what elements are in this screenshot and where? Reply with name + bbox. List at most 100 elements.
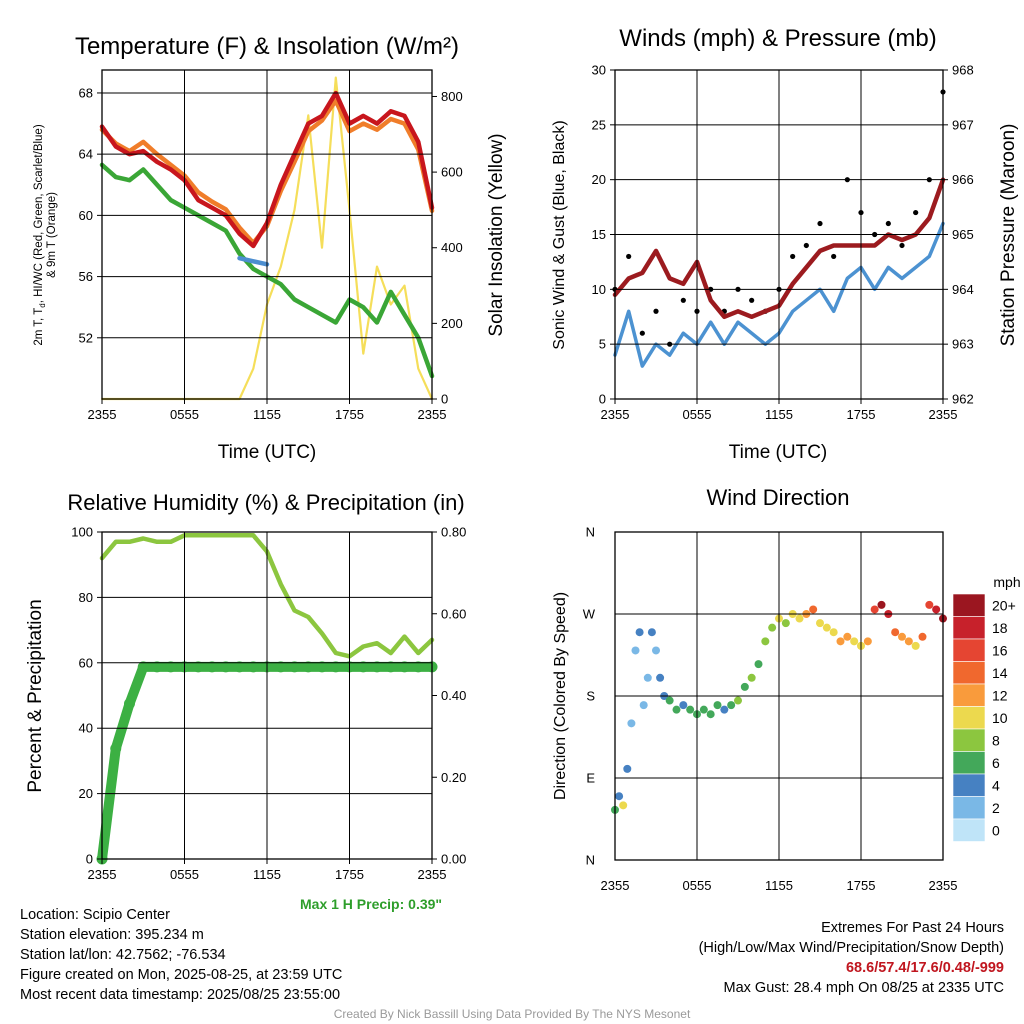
wind-xtick-label: 2355 xyxy=(929,407,958,422)
temp-chart-title: Temperature (F) & Insolation (W/m²) xyxy=(75,33,459,60)
temp-ytick-label: 68 xyxy=(79,85,93,100)
direction-point xyxy=(631,646,640,655)
dir-ytick-label: W xyxy=(583,607,596,622)
rh-ytick-right-label: 0.00 xyxy=(441,852,466,867)
direction-point xyxy=(713,701,722,710)
colorbar-label: 2 xyxy=(992,800,1000,816)
dir-ytick-label: E xyxy=(586,771,595,786)
direction-point xyxy=(918,632,927,641)
direction-point xyxy=(904,637,913,646)
colorbar-swatch xyxy=(952,706,986,730)
colorbar-label: 0 xyxy=(992,822,1000,838)
direction-point xyxy=(665,696,674,705)
dir-frame xyxy=(614,531,944,861)
colorbar-swatch xyxy=(952,593,986,617)
temp-xtick-label: 2355 xyxy=(88,407,117,422)
temp-ylabel-left-2: & 9m T (Orange) xyxy=(46,192,58,278)
wind-ytick-right-label: 968 xyxy=(952,63,974,78)
direction-point xyxy=(686,705,695,714)
colorbar-label: 20+ xyxy=(992,597,1016,613)
colorbar-label: 16 xyxy=(992,642,1008,658)
dir-ytick-label: N xyxy=(586,853,595,868)
temp-ytick-right-label: 800 xyxy=(441,89,463,104)
precip-point xyxy=(289,661,300,673)
precip-point xyxy=(110,743,122,755)
colorbar-label: 14 xyxy=(992,665,1008,681)
direction-point xyxy=(911,641,920,650)
wind-xtick-label: 2355 xyxy=(601,407,630,422)
direction-point xyxy=(627,719,636,728)
precip-point xyxy=(247,661,259,673)
direction-point xyxy=(639,701,648,710)
wind-gust-point xyxy=(653,308,659,314)
colorbar-swatch xyxy=(952,683,986,707)
wind-gust-point xyxy=(626,253,632,260)
rh-ytick-label: 80 xyxy=(79,590,93,605)
precip-point xyxy=(220,661,232,673)
colorbar-swatch xyxy=(952,661,986,685)
direction-point xyxy=(781,619,790,628)
temp-ylabel-left: 2m T, Td, HI/WC (Red, Green, Scarlet/Blu… xyxy=(33,124,47,345)
credit-line: Created By Nick Bassill Using Data Provi… xyxy=(333,1007,691,1021)
direction-point xyxy=(816,619,824,628)
wind-xtick-label: 1755 xyxy=(847,407,876,422)
colorbar-label: 6 xyxy=(992,755,1000,771)
temp-ytick-label: 52 xyxy=(79,330,93,345)
direction-point xyxy=(656,673,665,682)
direction-point xyxy=(925,600,934,609)
direction-point xyxy=(615,792,624,801)
rh-ytick-label: 0 xyxy=(86,852,93,867)
wind-gust-point xyxy=(680,297,686,303)
temp-frame xyxy=(101,69,433,400)
chart-marks xyxy=(96,76,986,865)
rh-ytick-right-label: 0.20 xyxy=(441,770,466,785)
wind-ytick-right-label: 967 xyxy=(952,117,974,132)
wind-ytick-label: 10 xyxy=(592,282,606,297)
precip-point xyxy=(124,698,135,710)
precip-point xyxy=(192,661,204,673)
station-latlon: Station lat/lon: 42.7562; -76.534 xyxy=(20,947,226,963)
precip-point xyxy=(357,661,369,673)
wind-ytick-label: 30 xyxy=(592,63,606,78)
wind-xlabel: Time (UTC) xyxy=(729,442,828,463)
dir-xtick-label: 2355 xyxy=(929,878,958,893)
wind-ylabel-left: Sonic Wind & Gust (Blue, Black) xyxy=(551,120,568,349)
direction-point xyxy=(809,605,818,614)
precip-point xyxy=(206,661,218,673)
rh-ytick-right-label: 0.80 xyxy=(441,525,466,540)
rh-frame xyxy=(101,531,433,860)
dir-xtick-label: 1755 xyxy=(847,878,876,893)
colorbar-title: mph xyxy=(993,574,1020,590)
direction-point xyxy=(619,801,628,810)
precip-point xyxy=(275,661,287,673)
dir-chart-title: Wind Direction xyxy=(706,485,849,510)
extremes-legend: (High/Low/Max Wind/Precipitation/Snow De… xyxy=(698,940,1004,956)
station-location: Location: Scipio Center xyxy=(20,907,170,923)
direction-point xyxy=(768,623,777,632)
colorbar-label: 10 xyxy=(992,710,1008,726)
rh-chart-title: Relative Humidity (%) & Precipitation (i… xyxy=(67,490,464,515)
direction-point xyxy=(635,628,644,637)
colorbar-label: 12 xyxy=(992,687,1008,703)
recent-data-timestamp: Most recent data timestamp: 2025/08/25 2… xyxy=(20,987,341,1003)
rh-xtick-label: 0555 xyxy=(170,867,199,882)
rh-xtick-label: 2355 xyxy=(418,867,447,882)
temp-xtick-label: 2355 xyxy=(418,407,447,422)
dir-xtick-label: 0555 xyxy=(683,878,712,893)
colorbar-label: 4 xyxy=(992,777,1000,793)
wind-chart-title: Winds (mph) & Pressure (mb) xyxy=(619,25,936,52)
direction-point xyxy=(870,605,879,614)
precip-point xyxy=(165,661,177,673)
temp-xtick-label: 1755 xyxy=(335,407,364,422)
direction-point xyxy=(699,705,708,714)
chart-axes: 2355 0555 1155 1755 235552566064680200400600… xyxy=(71,63,1015,894)
wind-gust-point xyxy=(639,330,645,336)
direction-point xyxy=(647,628,656,637)
wind-xtick-label: 1155 xyxy=(765,407,793,422)
direction-point xyxy=(679,701,688,710)
wind-ytick-label: 5 xyxy=(599,337,606,352)
wind-ytick-label: 0 xyxy=(599,392,606,407)
wind-gust-point xyxy=(899,242,905,249)
direction-point xyxy=(672,705,681,714)
wind-frame xyxy=(614,69,944,400)
